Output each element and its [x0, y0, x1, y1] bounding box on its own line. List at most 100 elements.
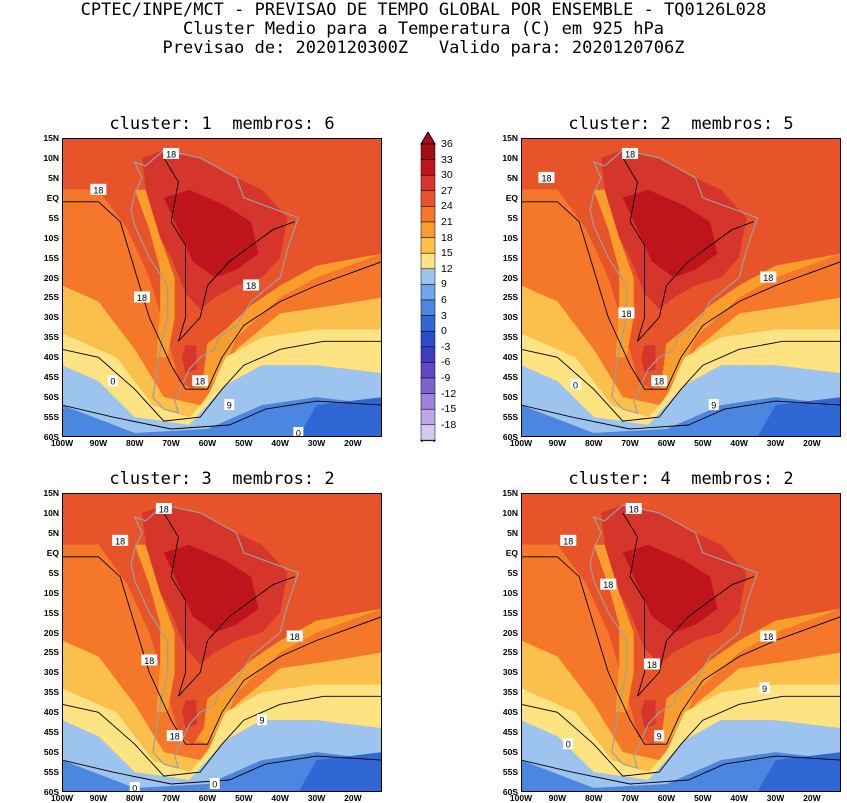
- lat-tick-label: 45S: [502, 727, 518, 738]
- lon-tick-label: 90W: [548, 438, 567, 448]
- lat-tick-label: 25S: [43, 292, 59, 303]
- lat-tick-label: 40S: [502, 352, 518, 363]
- panel-title: cluster: 2 membros: 5: [568, 114, 794, 134]
- colorbar-label: 21: [441, 216, 453, 228]
- temperature-band: [182, 345, 197, 374]
- panel-title: cluster: 3 membros: 2: [109, 469, 335, 489]
- lat-tick-label: 10N: [43, 152, 59, 163]
- colorbar-swatch: [420, 159, 436, 176]
- colorbar-label: -18: [441, 418, 457, 431]
- lon-tick-label: 60W: [657, 793, 676, 803]
- header-title: CPTEC/INPE/MCT - PREVISAO DE TEMPO GLOBA…: [80, 0, 767, 20]
- lat-tick-label: 15N: [43, 133, 59, 143]
- lat-tick-label: 10N: [502, 152, 518, 163]
- temperature-map: 18 18 18 18 18 9 9 0: [521, 493, 841, 792]
- temperature-band: [641, 345, 656, 374]
- temperature-band: [182, 700, 197, 729]
- colorbar-swatch: [420, 393, 436, 410]
- svg-text:18: 18: [763, 273, 773, 283]
- svg-text:18: 18: [290, 632, 300, 642]
- contour-line: [62, 755, 382, 785]
- temperature-band: [641, 700, 656, 729]
- colorbar-bottom-arrow: [420, 439, 436, 442]
- colorbar-top-arrow: [420, 132, 436, 145]
- temperature-map: 18 18 18 18 18 9 0: [521, 138, 841, 437]
- svg-text:18: 18: [563, 536, 573, 546]
- contour-label: 0: [129, 782, 140, 792]
- svg-text:0: 0: [296, 429, 301, 437]
- contour-label: 9: [257, 714, 267, 726]
- contour-label: 18: [760, 271, 777, 283]
- lat-tick-label: 60S: [502, 787, 518, 797]
- svg-text:18: 18: [654, 377, 664, 387]
- coastline: [130, 149, 300, 414]
- svg-text:18: 18: [137, 293, 147, 303]
- svg-text:18: 18: [246, 281, 256, 291]
- lat-tick-label: 20S: [43, 272, 59, 283]
- colorbar-label: 24: [441, 200, 453, 213]
- lat-tick-label: 45S: [43, 372, 59, 383]
- contour-line: [521, 201, 841, 390]
- temperature-band: [521, 544, 841, 761]
- contour-line: [521, 340, 841, 422]
- contour-label: 0: [209, 778, 220, 790]
- colorbar-label: 0: [441, 325, 447, 338]
- lat-tick-label: 55S: [43, 412, 59, 423]
- contour-label: 0: [563, 738, 574, 750]
- svg-text:18: 18: [541, 173, 551, 183]
- colorbar-swatch: [420, 408, 436, 426]
- temperature-band: [521, 640, 841, 773]
- svg-text:0: 0: [110, 377, 115, 387]
- lat-tick-label: 25S: [502, 292, 518, 303]
- lon-tick-label: 30W: [307, 793, 326, 803]
- temperature-band: [62, 640, 382, 773]
- lat-tick-label: 15S: [43, 252, 59, 263]
- contour-line: [163, 157, 295, 342]
- contour-label: 18: [538, 171, 555, 183]
- lat-tick-label: 20S: [43, 627, 59, 638]
- contour-label: 9: [759, 682, 770, 694]
- lat-tick-label: 55S: [502, 412, 518, 423]
- lon-tick-label: 70W: [162, 438, 180, 448]
- contour-line: [62, 556, 382, 745]
- svg-text:0: 0: [212, 780, 217, 790]
- lon-tick-label: 50W: [235, 438, 253, 448]
- lat-tick-label: 55S: [43, 767, 59, 778]
- lon-tick-label: 70W: [621, 438, 639, 448]
- contour-line: [163, 512, 295, 697]
- colorbar-swatch: [420, 284, 436, 301]
- colorbar-label: -6: [441, 356, 451, 369]
- lat-tick-label: 20S: [502, 627, 518, 638]
- lat-tick-label: 60S: [43, 787, 59, 797]
- contour-line: [521, 556, 841, 745]
- lat-tick-label: 30S: [502, 312, 518, 323]
- temperature-band: [521, 189, 841, 406]
- lat-tick-label: 25S: [502, 647, 518, 658]
- lon-tick-label: 60W: [198, 793, 217, 803]
- lat-tick-label: EQ: [505, 192, 518, 203]
- colorbar-swatch: [420, 143, 436, 160]
- lat-tick-label: 15S: [502, 252, 518, 263]
- colorbar-swatch: [420, 174, 436, 192]
- colorbar-label: -9: [441, 372, 451, 384]
- svg-text:18: 18: [170, 732, 180, 742]
- lon-tick-label: 80W: [584, 438, 603, 448]
- lat-tick-label: 55S: [502, 767, 518, 778]
- contour-line: [521, 755, 841, 785]
- svg-text:9: 9: [227, 401, 232, 411]
- temperature-band: [622, 544, 718, 633]
- colorbar-swatch: [420, 206, 436, 223]
- temperature-band: [298, 397, 382, 437]
- lat-tick-label: 40S: [43, 707, 59, 718]
- svg-text:18: 18: [763, 632, 773, 642]
- colorbar-strip: [420, 132, 436, 442]
- temperature-band: [163, 189, 259, 278]
- coastline: [130, 504, 300, 769]
- colorbar-label: 33: [441, 153, 453, 166]
- temperature-band: [521, 684, 841, 780]
- colorbar-label: 27: [441, 184, 453, 197]
- lat-tick-label: 30S: [43, 667, 59, 678]
- temperature-map: 18 18 18 18 18 9 0 0: [62, 493, 382, 792]
- colorbar-swatch: [420, 377, 436, 394]
- lat-tick-label: 5S: [48, 567, 59, 578]
